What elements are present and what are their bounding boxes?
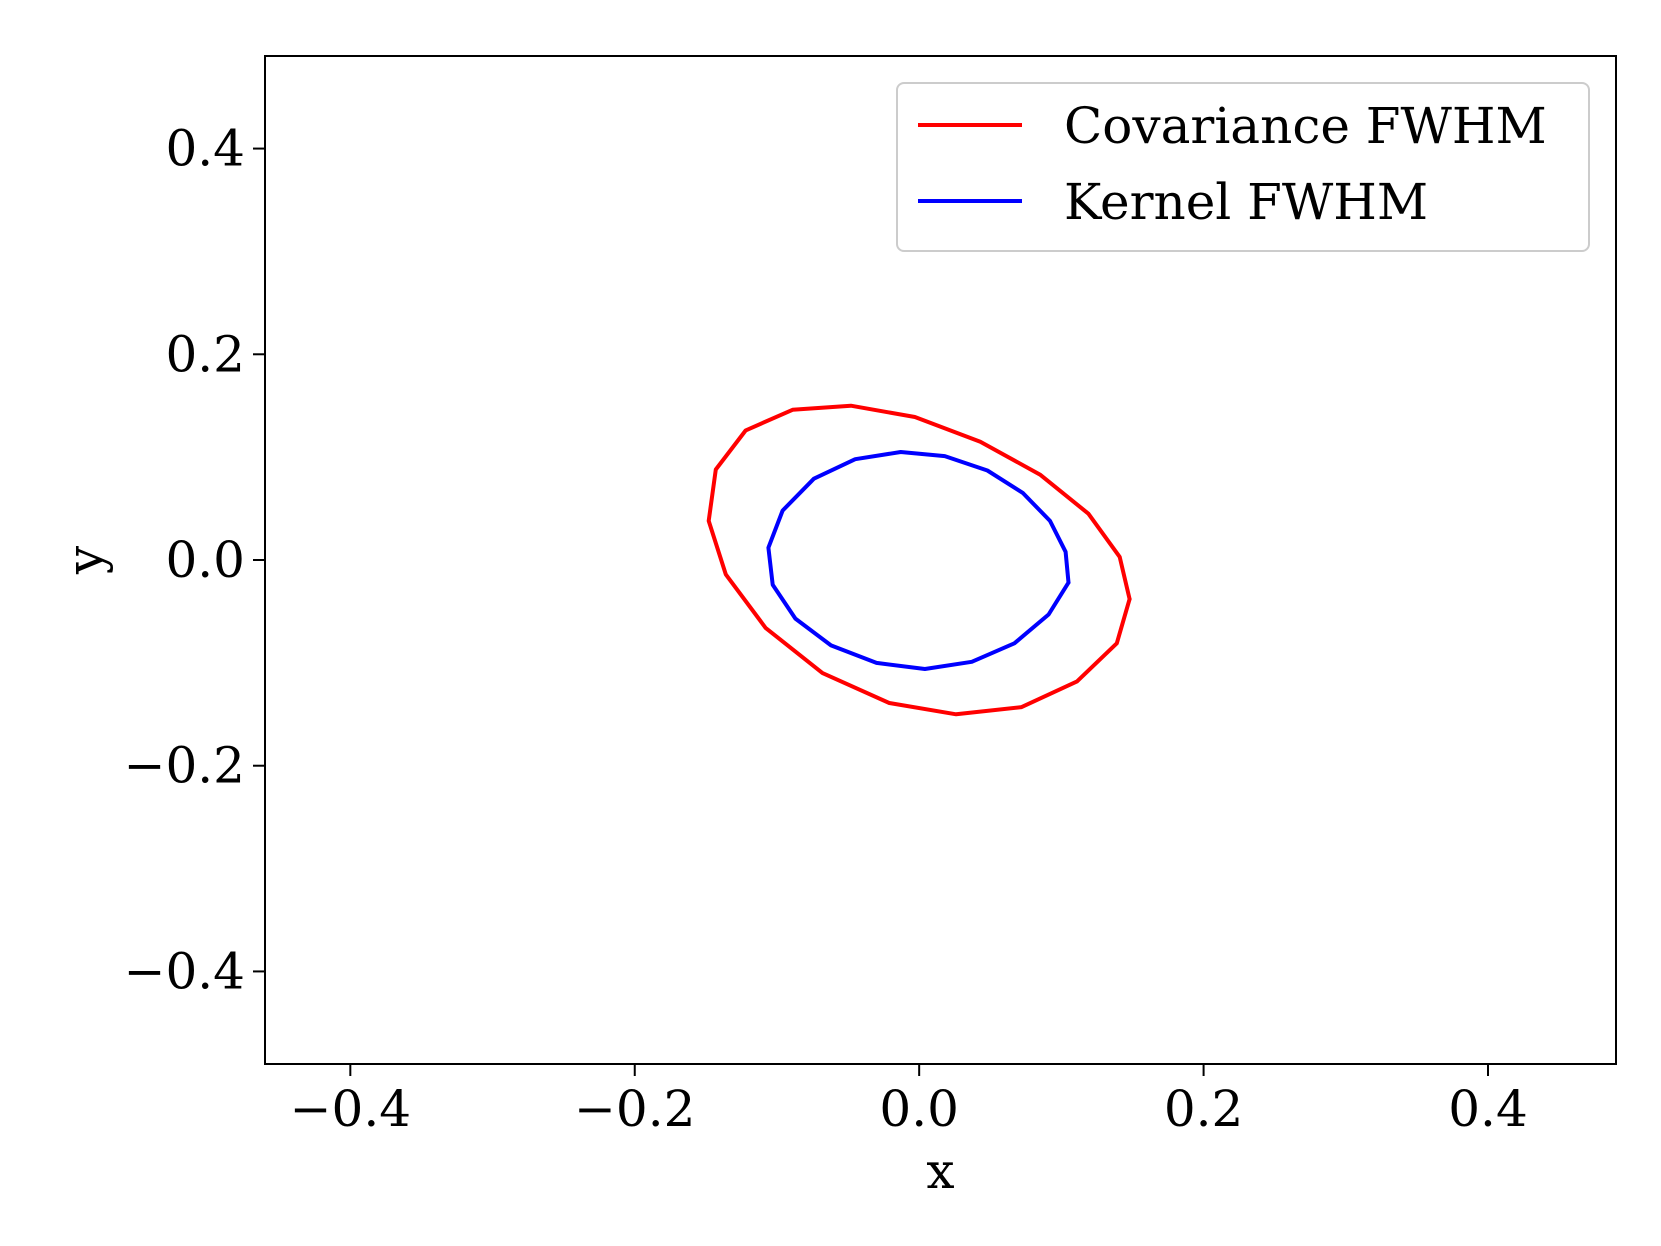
legend-label-covariance-fwhm: Covariance FWHM [1064, 97, 1547, 155]
y-axis-label: y [56, 545, 114, 575]
y-tick-label: 0.2 [165, 325, 245, 383]
series-line-kernel-fwhm [766, 450, 1071, 671]
legend-box [896, 82, 1590, 252]
y-tick-label: −0.2 [124, 737, 245, 795]
x-tick-label: −0.4 [290, 1080, 411, 1138]
legend: Covariance FWHM Kernel FWHM [896, 82, 1590, 252]
x-tick-label: 0.2 [1164, 1080, 1244, 1138]
axes: −0.4 −0.2 0.0 0.2 0.4 −0.4 −0.2 0.0 0.2 0.4 x y [56, 55, 1617, 1200]
legend-label-kernel-fwhm: Kernel FWHM [1064, 173, 1428, 231]
y-tick-label: 0.4 [165, 120, 245, 178]
series-line-covariance-fwhm [706, 403, 1132, 717]
x-tick-label: −0.2 [574, 1080, 695, 1138]
y-tick-label: 0.0 [165, 531, 245, 589]
x-tick-label: 0.4 [1448, 1080, 1528, 1138]
x-tick-label: 0.0 [879, 1080, 959, 1138]
plot-area [706, 403, 1132, 717]
y-tick-label: −0.4 [124, 942, 245, 1000]
x-axis-label: x [926, 1142, 954, 1200]
